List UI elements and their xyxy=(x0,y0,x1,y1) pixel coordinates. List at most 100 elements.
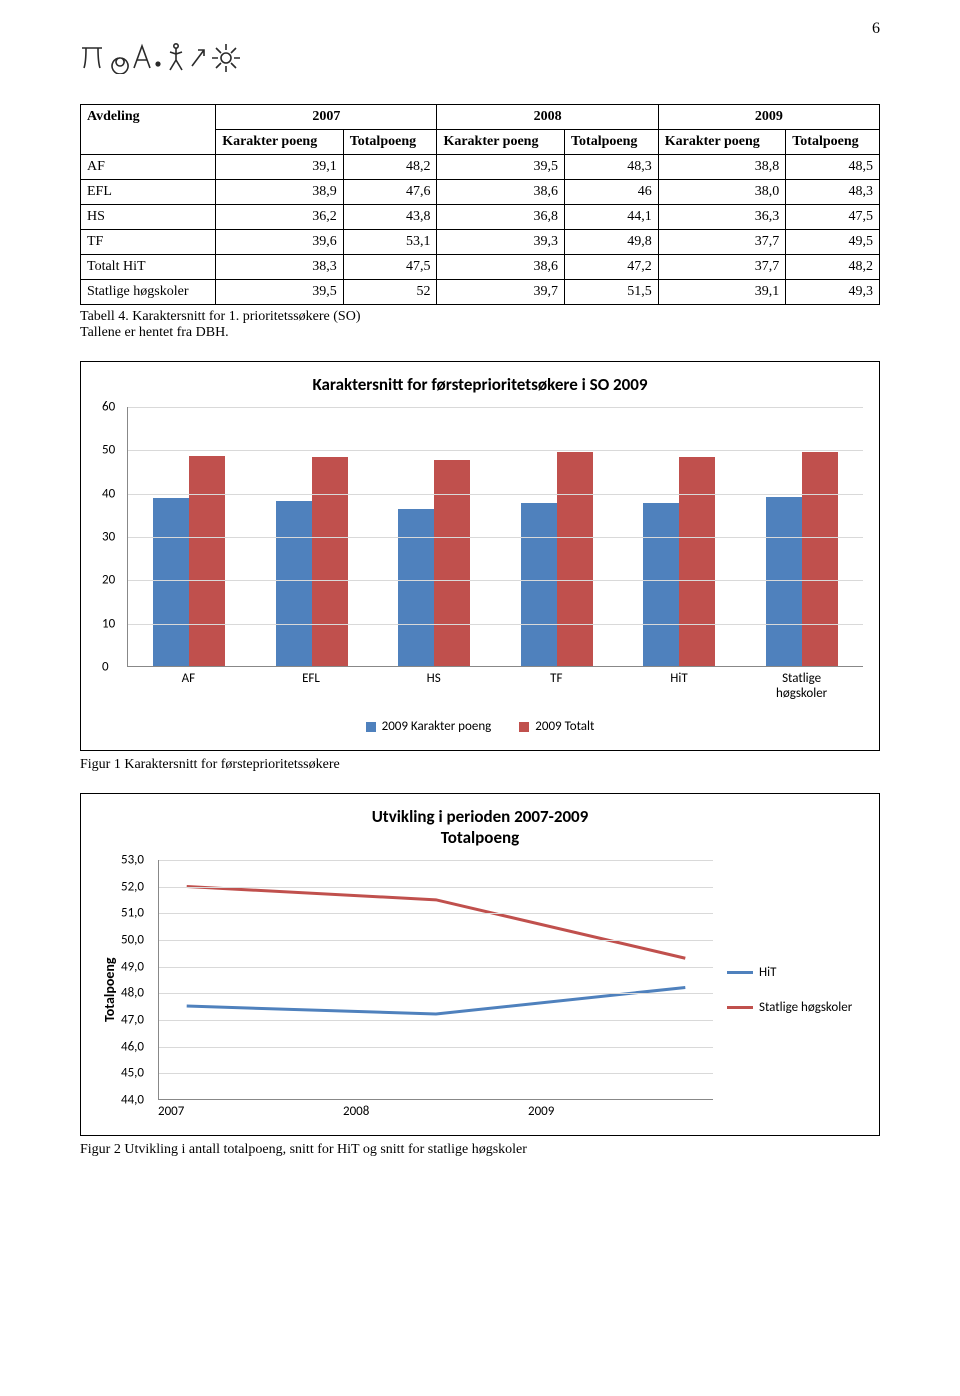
legend-label: 2009 Totalt xyxy=(535,719,594,734)
y-tick-label: 45,0 xyxy=(121,1066,144,1081)
y-tick-label: 47,0 xyxy=(121,1013,144,1028)
line-series xyxy=(187,987,686,1014)
table-body: AF39,148,239,548,338,848,5EFL38,947,638,… xyxy=(81,155,880,305)
line-chart-wrap: Totalpoeng 44,045,046,047,048,049,050,05… xyxy=(97,860,863,1119)
table-row: AF39,148,239,548,338,848,5 xyxy=(81,155,880,180)
legend-item: 2009 Totalt xyxy=(519,719,594,734)
bar-group xyxy=(757,452,847,666)
y-tick-label: 20 xyxy=(102,573,115,588)
header-glyphs-svg xyxy=(80,40,260,74)
row-label: Statlige høgskoler xyxy=(81,280,216,305)
legend-item: Statlige høgskoler xyxy=(727,1000,863,1015)
y-tick-label: 49,0 xyxy=(121,959,144,974)
line-chart-svg xyxy=(159,860,713,1099)
row-value: 38,8 xyxy=(658,155,786,180)
row-value: 49,3 xyxy=(786,280,880,305)
gridline xyxy=(128,407,863,408)
x-tick-label: 2008 xyxy=(343,1104,528,1119)
line-chart-title: Utvikling i perioden 2007-2009 Totalpoen… xyxy=(97,806,863,848)
bar-group xyxy=(512,452,602,667)
table-caption: Tabell 4. Karaktersnitt for 1. prioritet… xyxy=(80,309,880,341)
line-series xyxy=(187,887,686,959)
header-glyph-row xyxy=(80,40,880,74)
x-tick-label: 2009 xyxy=(528,1104,713,1119)
line-plot-column: 44,045,046,047,048,049,050,051,052,053,0… xyxy=(118,860,713,1119)
row-label: EFL xyxy=(81,180,216,205)
x-tick-label: TF xyxy=(511,671,601,701)
table-sub-header: Totalpoeng xyxy=(343,130,437,155)
bar xyxy=(802,452,838,666)
y-tick-label: 48,0 xyxy=(121,986,144,1001)
bar xyxy=(521,503,557,666)
y-tick-label: 10 xyxy=(102,616,115,631)
row-value: 43,8 xyxy=(343,205,437,230)
row-value: 46 xyxy=(564,180,658,205)
legend-swatch xyxy=(519,722,529,732)
table-sub-header: Karakter poeng xyxy=(216,130,344,155)
legend-swatch xyxy=(727,971,753,974)
legend-swatch xyxy=(727,1006,753,1009)
bar-chart-title: Karaktersnitt for førsteprioritetsøkere … xyxy=(97,374,863,395)
row-value: 36,3 xyxy=(658,205,786,230)
table-col-header: 2009 xyxy=(658,105,879,130)
row-value: 53,1 xyxy=(343,230,437,255)
row-value: 48,5 xyxy=(786,155,880,180)
karakter-table: Avdeling200720082009 Karakter poengTotal… xyxy=(80,104,880,305)
line-chart-plot: 44,045,046,047,048,049,050,051,052,053,0 xyxy=(158,860,713,1100)
row-label: HS xyxy=(81,205,216,230)
table-row: Statlige høgskoler39,55239,751,539,149,3 xyxy=(81,280,880,305)
x-tick-label: 2007 xyxy=(158,1104,343,1119)
table-sub-header: Totalpoeng xyxy=(786,130,880,155)
row-value: 36,8 xyxy=(437,205,565,230)
table-row: TF39,653,139,349,837,749,5 xyxy=(81,230,880,255)
row-value: 37,7 xyxy=(658,255,786,280)
y-tick-label: 50 xyxy=(102,443,115,458)
bar xyxy=(679,457,715,666)
row-value: 48,2 xyxy=(786,255,880,280)
line-chart-box: Utvikling i perioden 2007-2009 Totalpoen… xyxy=(80,793,880,1136)
table-header-row1: Avdeling200720082009 xyxy=(81,105,880,130)
x-tick-label: EFL xyxy=(266,671,356,701)
row-value: 52 xyxy=(343,280,437,305)
row-value: 39,5 xyxy=(216,280,344,305)
bar xyxy=(153,498,189,666)
gridline xyxy=(159,967,713,968)
bar xyxy=(276,501,312,666)
table-sub-header: Totalpoeng xyxy=(564,130,658,155)
table-col-header: 2007 xyxy=(216,105,437,130)
gridline xyxy=(128,450,863,451)
row-value: 39,5 xyxy=(437,155,565,180)
line-y-axis-title: Totalpoeng xyxy=(97,860,118,1119)
table-row: HS36,243,836,844,136,347,5 xyxy=(81,205,880,230)
row-value: 49,5 xyxy=(786,230,880,255)
x-tick-label: HiT xyxy=(634,671,724,701)
row-value: 47,5 xyxy=(343,255,437,280)
gridline xyxy=(159,1073,713,1074)
row-value: 38,6 xyxy=(437,255,565,280)
table-head: Avdeling200720082009 Karakter poengTotal… xyxy=(81,105,880,155)
gridline xyxy=(128,494,863,495)
row-value: 48,3 xyxy=(564,155,658,180)
bar-chart-legend: 2009 Karakter poeng2009 Totalt xyxy=(97,719,863,734)
table-sub-header: Karakter poeng xyxy=(658,130,786,155)
bar xyxy=(557,452,593,667)
row-value: 39,7 xyxy=(437,280,565,305)
y-tick-label: 53,0 xyxy=(121,853,144,868)
table-caption-line2: Tallene er hentet fra DBH. xyxy=(80,325,229,340)
x-tick-label: Statlige høgskoler xyxy=(757,671,847,701)
gridline xyxy=(159,860,713,861)
row-value: 44,1 xyxy=(564,205,658,230)
row-value: 38,6 xyxy=(437,180,565,205)
row-value: 38,9 xyxy=(216,180,344,205)
gridline xyxy=(128,537,863,538)
row-value: 47,5 xyxy=(786,205,880,230)
row-value: 51,5 xyxy=(564,280,658,305)
figure2-caption: Figur 2 Utvikling i antall totalpoeng, s… xyxy=(80,1142,880,1158)
legend-swatch xyxy=(366,722,376,732)
legend-label: HiT xyxy=(759,965,776,980)
row-label: AF xyxy=(81,155,216,180)
row-value: 47,6 xyxy=(343,180,437,205)
y-tick-label: 46,0 xyxy=(121,1039,144,1054)
bar-group xyxy=(634,457,724,666)
gridline xyxy=(159,940,713,941)
